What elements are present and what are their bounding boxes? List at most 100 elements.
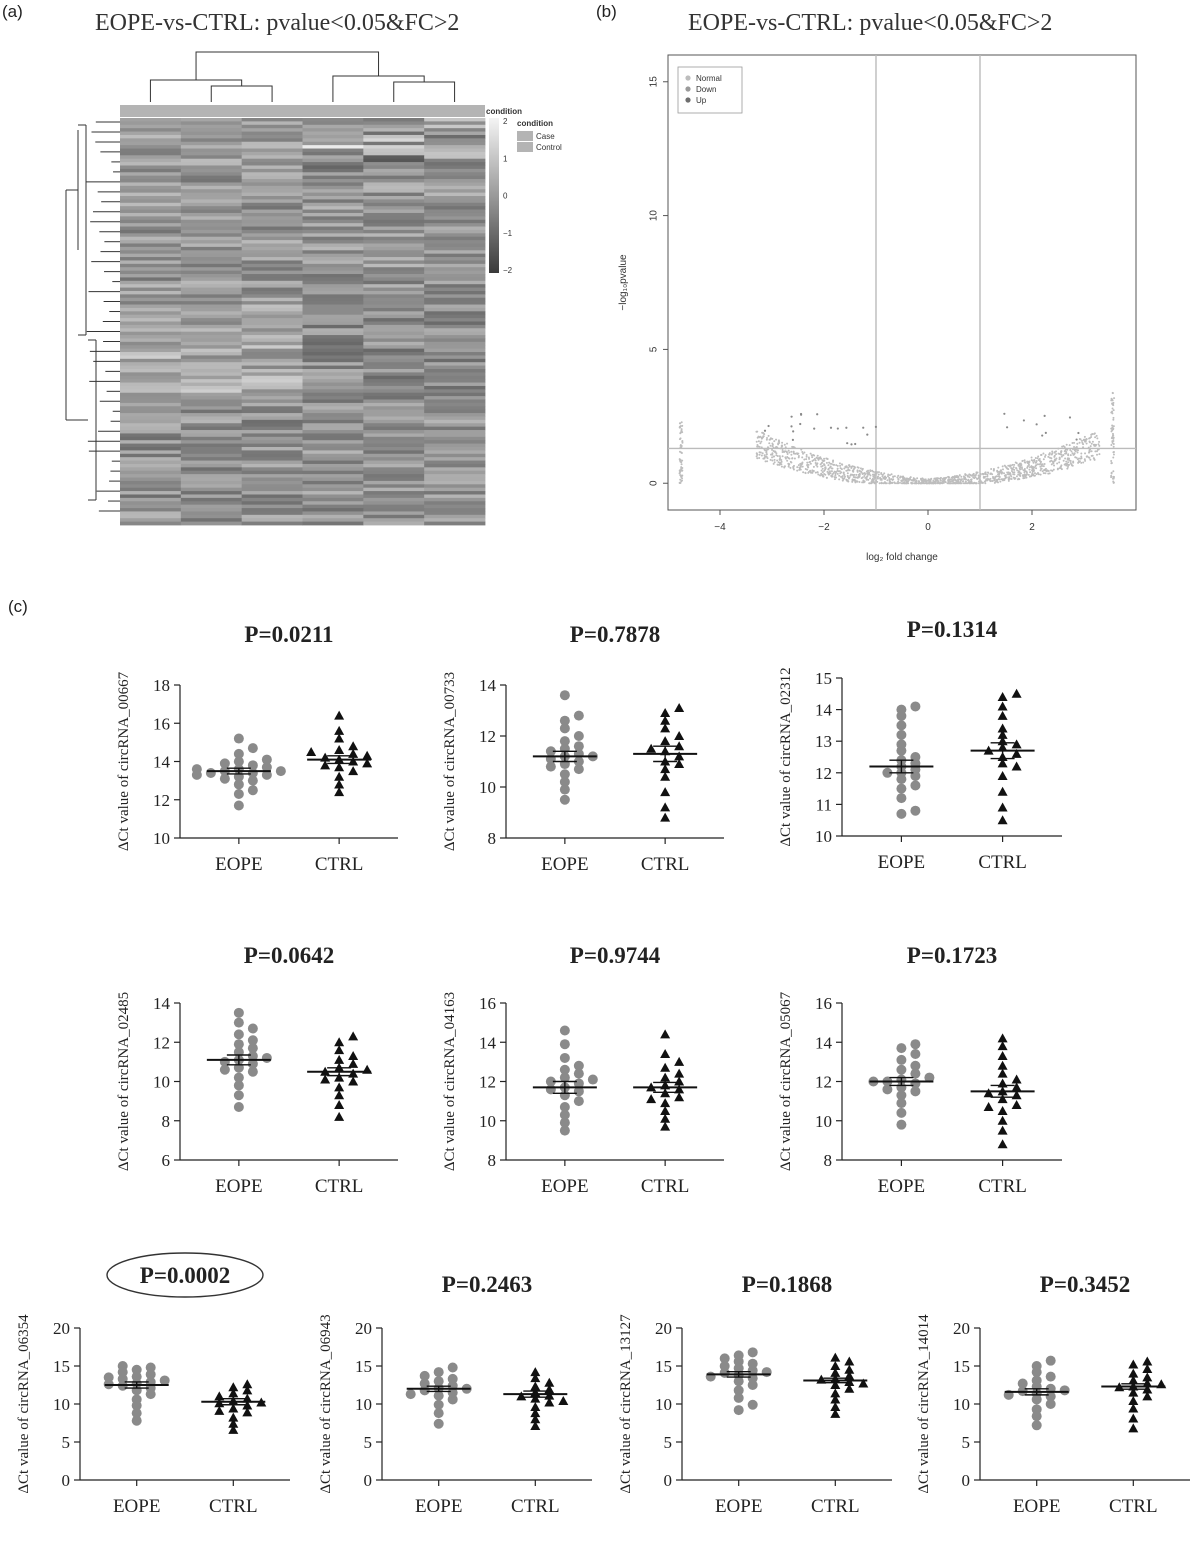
ctrl-point: [674, 702, 685, 712]
volcano-point: [678, 422, 681, 425]
heatmap-cell: [302, 470, 364, 475]
heatmap-cell: [241, 511, 303, 516]
heatmap-cell: [241, 253, 303, 258]
heatmap-cell: [241, 362, 303, 366]
ctrl-point: [242, 1379, 253, 1389]
heatmap-cell: [241, 470, 303, 475]
heatmap-cell: [241, 331, 303, 336]
volcano-point: [1011, 467, 1014, 470]
ctrl-point: [1128, 1387, 1139, 1397]
heatmap-cell: [302, 348, 364, 353]
volcano-point: [853, 478, 856, 481]
volcano-point: [905, 482, 908, 485]
eope-point: [233, 779, 244, 790]
volcano-point: [1029, 471, 1032, 474]
volcano-point: [763, 433, 766, 436]
volcano-point: [1112, 427, 1115, 430]
volcano-point: [970, 478, 973, 481]
volcano-point: [1085, 437, 1088, 440]
volcano-point: [1073, 452, 1076, 455]
x-tick-label: EOPE: [878, 1176, 926, 1197]
volcano-point: [845, 469, 848, 472]
volcano-point: [1072, 448, 1075, 451]
x-tick-label: CTRL: [978, 1176, 1027, 1197]
ctrl-point: [660, 736, 671, 746]
heatmap-cell: [180, 297, 243, 302]
volcano-point: [1050, 453, 1053, 456]
heatmap-cell: [424, 324, 486, 329]
volcano-point: [950, 482, 953, 485]
heatmap-cell: [424, 385, 486, 390]
heatmap-cell: [302, 467, 364, 472]
heatmap-cell: [180, 511, 243, 516]
ctrl-point: [334, 1072, 345, 1082]
volcano-point: [821, 471, 824, 474]
heatmap-cell: [120, 165, 182, 170]
volcano-point: [1055, 453, 1058, 456]
ctrl-point: [1128, 1423, 1139, 1433]
heatmap-cell: [302, 335, 364, 339]
heatmap-cell: [424, 290, 486, 295]
heatmap-cell: [241, 389, 303, 394]
heatmap-annotation-bar: [120, 105, 485, 117]
volcano-point: [680, 480, 683, 483]
volcano-point: [893, 481, 896, 484]
ctrl-point: [320, 1074, 331, 1084]
heatmap-cell: [120, 443, 182, 448]
heatmap-cell: [120, 243, 182, 248]
eope-point: [559, 1102, 570, 1113]
heatmap-cell: [424, 233, 486, 238]
heatmap-cell: [120, 118, 182, 122]
heatmap-cell: [120, 399, 182, 404]
volcano-point: [1094, 436, 1097, 439]
volcano-point: [979, 472, 982, 475]
heatmap-cell: [302, 345, 364, 350]
volcano-point: [801, 465, 804, 468]
volcano-point: [799, 462, 802, 465]
eope-point: [896, 1064, 907, 1075]
volcano-point: [891, 478, 894, 481]
volcano-point: [999, 469, 1002, 472]
heatmap-cell: [241, 406, 303, 411]
heatmap-cell: [302, 396, 364, 400]
heatmap-cell: [241, 348, 303, 353]
volcano-point: [974, 482, 977, 485]
heatmap-cell: [302, 321, 364, 326]
heatmap-cell: [180, 253, 243, 258]
volcano-point: [1112, 453, 1115, 456]
volcano-point: [1063, 446, 1066, 449]
heatmap-cell: [302, 328, 364, 333]
volcano-point: [1075, 438, 1078, 441]
heatmap-cell: [302, 182, 364, 187]
heatmap-cell: [424, 243, 486, 248]
volcano-point: [1016, 469, 1019, 472]
heatmap-cell: [120, 406, 182, 411]
volcano-point: [771, 443, 774, 446]
heatmap-cell: [363, 396, 425, 400]
heatmap-cell: [363, 430, 425, 434]
x-tick-label: CTRL: [641, 1176, 690, 1197]
volcano-point: [1023, 459, 1026, 462]
volcano-point: [1033, 472, 1036, 475]
p-value-label: P=0.0642: [244, 943, 334, 968]
volcano-point: [1113, 397, 1116, 400]
heatmap-cell: [302, 385, 364, 390]
y-tick-label: 0: [664, 1471, 673, 1490]
volcano-point: [1009, 465, 1012, 468]
volcano-point: [785, 450, 788, 453]
heatmap-cell: [241, 199, 303, 204]
volcano-point: [1058, 458, 1061, 461]
volcano-point: [794, 452, 797, 455]
volcano-point: [1097, 443, 1100, 446]
heatmap-cell: [120, 182, 182, 187]
eope-point: [233, 1029, 244, 1040]
ctrl-point: [348, 1058, 359, 1068]
ctrl-point: [858, 1378, 869, 1388]
x-axis-label: log₂ fold change: [866, 552, 938, 563]
heatmap-cell: [363, 521, 425, 526]
x-tick-label: CTRL: [811, 1496, 860, 1517]
heatmap-cell: [424, 436, 486, 441]
volcano-point: [1078, 460, 1081, 463]
volcano-point: [783, 465, 786, 468]
